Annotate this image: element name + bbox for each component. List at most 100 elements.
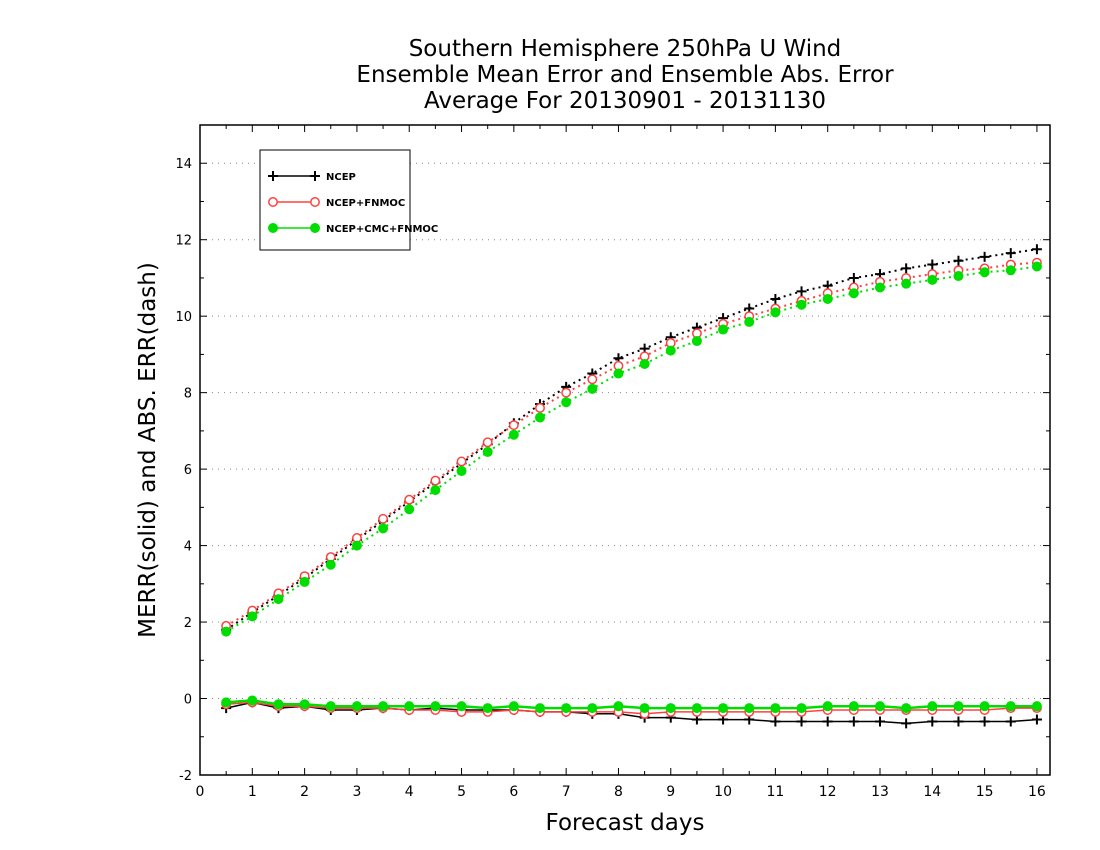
mean-error-point bbox=[561, 703, 572, 714]
abs-error-point bbox=[404, 504, 415, 515]
mean-error-point bbox=[848, 701, 859, 712]
abs-error-point bbox=[796, 286, 807, 297]
mean-error-point bbox=[875, 701, 885, 712]
abs-error-point bbox=[770, 307, 781, 318]
y-tick-label: 8 bbox=[184, 387, 192, 402]
legend-marker bbox=[310, 197, 320, 207]
x-tick-label: 4 bbox=[405, 784, 414, 800]
mean-error-point bbox=[927, 701, 938, 712]
legend-marker bbox=[310, 223, 320, 233]
mean-error-point bbox=[1031, 714, 1042, 725]
abs-error-point bbox=[665, 345, 676, 356]
y-tick-label: 6 bbox=[184, 463, 192, 478]
x-axis-label: Forecast days bbox=[545, 810, 705, 836]
mean-error-point bbox=[770, 703, 781, 714]
abs-error-point bbox=[325, 559, 336, 570]
abs-error-point bbox=[848, 272, 859, 283]
abs-error-point bbox=[927, 259, 938, 270]
abs-error-point bbox=[979, 251, 990, 262]
abs-error-point bbox=[979, 267, 990, 278]
mean-error-point bbox=[325, 701, 336, 712]
y-tick-label: 10 bbox=[175, 310, 192, 325]
abs-error-point bbox=[744, 316, 755, 327]
x-tick-label: 8 bbox=[614, 784, 623, 800]
mean-error-point bbox=[927, 716, 938, 727]
y-tick-label: 2 bbox=[184, 616, 192, 631]
abs-error-point bbox=[796, 299, 807, 310]
abs-error-point bbox=[587, 383, 598, 394]
mean-error-point bbox=[691, 703, 702, 714]
x-tick-label: 9 bbox=[666, 784, 675, 800]
y-tick-label: 0 bbox=[184, 693, 192, 708]
chart-title: Southern Hemisphere 250hPa U Wind Ensemb… bbox=[200, 36, 1050, 114]
y-tick-label: 4 bbox=[184, 540, 192, 555]
mean-error-point bbox=[979, 716, 990, 727]
mean-error-point bbox=[953, 716, 964, 727]
abs-error-point bbox=[613, 368, 624, 379]
abs-error-point bbox=[247, 611, 258, 622]
legend-marker bbox=[268, 171, 278, 181]
series-ncep-fnmoc bbox=[221, 257, 1042, 719]
abs-error-point bbox=[1005, 248, 1016, 259]
abs-error-point bbox=[1005, 265, 1016, 276]
legend-item: NCEP+FNMOC bbox=[268, 197, 405, 209]
abs-error-point bbox=[953, 271, 964, 282]
abs-error-point bbox=[456, 466, 467, 477]
mean-error-point bbox=[221, 697, 232, 708]
mean-error-point bbox=[613, 701, 624, 712]
abs-error-point bbox=[901, 278, 912, 289]
x-tick-label: 6 bbox=[509, 784, 518, 800]
abs-error-point bbox=[430, 485, 441, 496]
x-tick-label: 12 bbox=[819, 784, 837, 800]
mean-error-point bbox=[796, 716, 807, 727]
x-tick-label: 5 bbox=[457, 784, 466, 800]
mean-error-point bbox=[351, 701, 362, 712]
x-tick-label: 10 bbox=[714, 784, 732, 800]
abs-error-line bbox=[225, 265, 1038, 633]
mean-error-point bbox=[456, 701, 467, 712]
series-ncep bbox=[221, 244, 1042, 729]
legend-item: NCEP+CMC+FNMOC bbox=[268, 223, 438, 235]
abs-error-point bbox=[456, 456, 467, 467]
x-tick-label: 0 bbox=[196, 784, 205, 800]
mean-error-point bbox=[901, 703, 912, 714]
mean-error-point bbox=[639, 703, 650, 714]
abs-error-point bbox=[848, 288, 859, 299]
abs-error-point bbox=[273, 594, 284, 605]
abs-error-point bbox=[535, 402, 545, 413]
legend-box bbox=[259, 149, 411, 251]
mean-error-point bbox=[1005, 701, 1016, 712]
chart-title-line-2: Ensemble Mean Error and Ensemble Abs. Er… bbox=[356, 62, 894, 88]
abs-error-point bbox=[927, 274, 938, 285]
mean-error-point bbox=[770, 716, 781, 727]
mean-error-point bbox=[744, 703, 755, 714]
abs-error-point bbox=[482, 437, 493, 448]
mean-error-point bbox=[953, 701, 964, 712]
legend-marker bbox=[268, 223, 278, 233]
mean-error-point bbox=[1005, 716, 1016, 727]
mean-error-point bbox=[979, 701, 990, 712]
abs-error-point bbox=[691, 336, 702, 347]
abs-error-point bbox=[875, 282, 885, 293]
abs-error-point bbox=[378, 513, 389, 524]
x-tick-label: 13 bbox=[871, 784, 889, 800]
mean-error-line bbox=[226, 699, 1037, 710]
legend-item: NCEP bbox=[268, 171, 356, 183]
abs-error-point bbox=[770, 293, 781, 304]
mean-error-point bbox=[875, 716, 885, 727]
abs-error-line bbox=[225, 261, 1037, 627]
legend-marker bbox=[268, 197, 278, 207]
mean-error-point bbox=[273, 699, 284, 710]
x-tick-label: 7 bbox=[562, 784, 571, 800]
abs-error-point bbox=[587, 374, 598, 385]
y-tick-label: 14 bbox=[175, 157, 192, 172]
abs-error-point bbox=[221, 626, 232, 637]
mean-error-point bbox=[587, 703, 598, 714]
abs-error-point bbox=[1031, 261, 1042, 272]
y-tick-label: -2 bbox=[179, 769, 192, 784]
abs-error-point bbox=[639, 358, 650, 369]
abs-error-point bbox=[561, 387, 572, 398]
chart-title-line-3: Average For 20130901 - 20131130 bbox=[423, 88, 827, 114]
x-tick-label: 16 bbox=[1028, 784, 1046, 800]
